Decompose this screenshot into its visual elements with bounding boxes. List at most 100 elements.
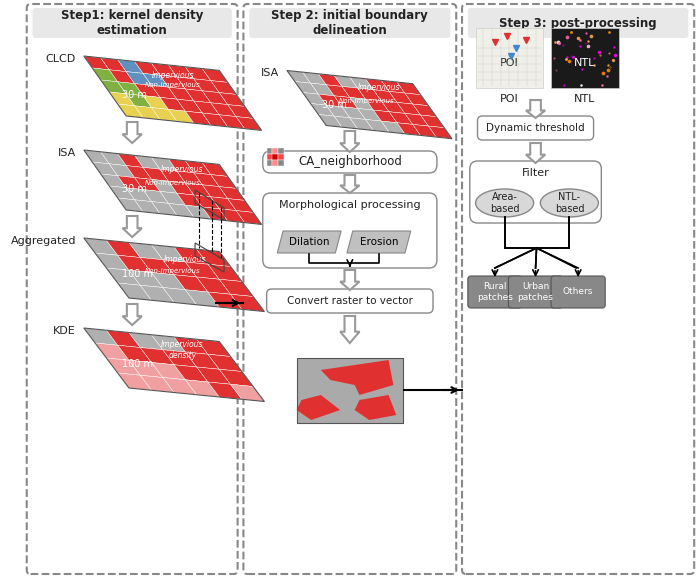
Polygon shape <box>129 271 163 287</box>
Bar <box>297 358 403 423</box>
Text: 30 m: 30 m <box>322 101 347 110</box>
Polygon shape <box>140 258 174 275</box>
Polygon shape <box>197 249 230 266</box>
Polygon shape <box>228 199 253 212</box>
Polygon shape <box>350 118 373 131</box>
Text: Morphological processing: Morphological processing <box>279 200 421 210</box>
FancyBboxPatch shape <box>27 4 237 574</box>
Polygon shape <box>160 75 186 89</box>
Text: Step 2: initial boundary
delineation: Step 2: initial boundary delineation <box>272 9 428 37</box>
Polygon shape <box>186 380 219 397</box>
Polygon shape <box>95 253 129 271</box>
Polygon shape <box>197 277 230 294</box>
Polygon shape <box>340 131 360 152</box>
Polygon shape <box>365 120 389 132</box>
Text: KDE: KDE <box>53 326 76 336</box>
Polygon shape <box>92 162 118 176</box>
Polygon shape <box>318 94 342 107</box>
FancyBboxPatch shape <box>468 276 522 308</box>
Text: 30 m: 30 m <box>122 184 146 194</box>
Polygon shape <box>236 117 262 131</box>
Polygon shape <box>101 174 126 188</box>
Polygon shape <box>340 316 360 343</box>
Polygon shape <box>169 181 194 195</box>
Polygon shape <box>405 113 428 126</box>
Polygon shape <box>134 84 160 98</box>
Polygon shape <box>160 98 186 111</box>
FancyBboxPatch shape <box>508 276 563 308</box>
Text: CA_neighborhood: CA_neighborhood <box>298 155 402 169</box>
Polygon shape <box>122 304 142 325</box>
FancyBboxPatch shape <box>249 8 450 38</box>
Polygon shape <box>219 279 253 297</box>
Bar <box>278 160 284 166</box>
Text: Convert raster to vector: Convert raster to vector <box>287 296 413 306</box>
Polygon shape <box>84 238 118 255</box>
Polygon shape <box>421 115 444 128</box>
Polygon shape <box>151 362 186 380</box>
Polygon shape <box>382 80 405 93</box>
Polygon shape <box>302 72 326 85</box>
Polygon shape <box>208 292 241 309</box>
Polygon shape <box>174 275 208 292</box>
Polygon shape <box>526 100 545 118</box>
Polygon shape <box>169 109 194 123</box>
Polygon shape <box>194 195 219 209</box>
Polygon shape <box>169 203 194 217</box>
Polygon shape <box>228 105 253 118</box>
Polygon shape <box>163 377 197 395</box>
Polygon shape <box>95 343 129 360</box>
Polygon shape <box>186 352 219 369</box>
Polygon shape <box>373 110 397 123</box>
Polygon shape <box>211 80 236 94</box>
Bar <box>267 148 272 154</box>
Text: Step 3: post-processing: Step 3: post-processing <box>499 17 657 29</box>
Polygon shape <box>287 71 311 83</box>
Polygon shape <box>211 175 236 188</box>
Polygon shape <box>219 92 244 106</box>
Polygon shape <box>109 164 134 177</box>
Polygon shape <box>126 72 151 86</box>
Polygon shape <box>347 231 411 253</box>
Polygon shape <box>143 73 169 87</box>
Polygon shape <box>311 103 334 116</box>
Polygon shape <box>382 121 405 134</box>
Polygon shape <box>202 113 228 127</box>
Polygon shape <box>118 176 143 190</box>
Polygon shape <box>126 166 151 179</box>
Bar <box>272 154 278 160</box>
Polygon shape <box>236 210 262 224</box>
Text: 30 m: 30 m <box>122 90 146 100</box>
Text: Dilation: Dilation <box>289 237 330 247</box>
Polygon shape <box>350 98 373 110</box>
Text: NTL: NTL <box>574 58 596 68</box>
Polygon shape <box>208 264 241 281</box>
Polygon shape <box>84 150 109 164</box>
Polygon shape <box>373 90 397 102</box>
Text: Impervious: Impervious <box>161 165 204 175</box>
Polygon shape <box>186 205 211 219</box>
Polygon shape <box>134 106 160 120</box>
Polygon shape <box>230 384 265 402</box>
Text: ISA: ISA <box>58 148 76 158</box>
Polygon shape <box>126 188 151 202</box>
Bar <box>272 160 278 166</box>
Polygon shape <box>151 108 177 121</box>
Polygon shape <box>92 68 118 82</box>
Polygon shape <box>197 367 230 384</box>
Polygon shape <box>194 79 219 92</box>
Polygon shape <box>318 74 342 87</box>
Polygon shape <box>219 369 253 387</box>
Polygon shape <box>202 207 228 221</box>
Polygon shape <box>151 202 177 216</box>
Bar <box>297 358 403 423</box>
Polygon shape <box>194 101 219 115</box>
Polygon shape <box>202 162 228 176</box>
Polygon shape <box>134 61 160 75</box>
Polygon shape <box>109 186 134 200</box>
Polygon shape <box>118 373 151 390</box>
Polygon shape <box>186 67 211 80</box>
FancyBboxPatch shape <box>468 8 688 38</box>
Polygon shape <box>106 240 140 258</box>
Text: Rural
patches: Rural patches <box>477 282 513 302</box>
